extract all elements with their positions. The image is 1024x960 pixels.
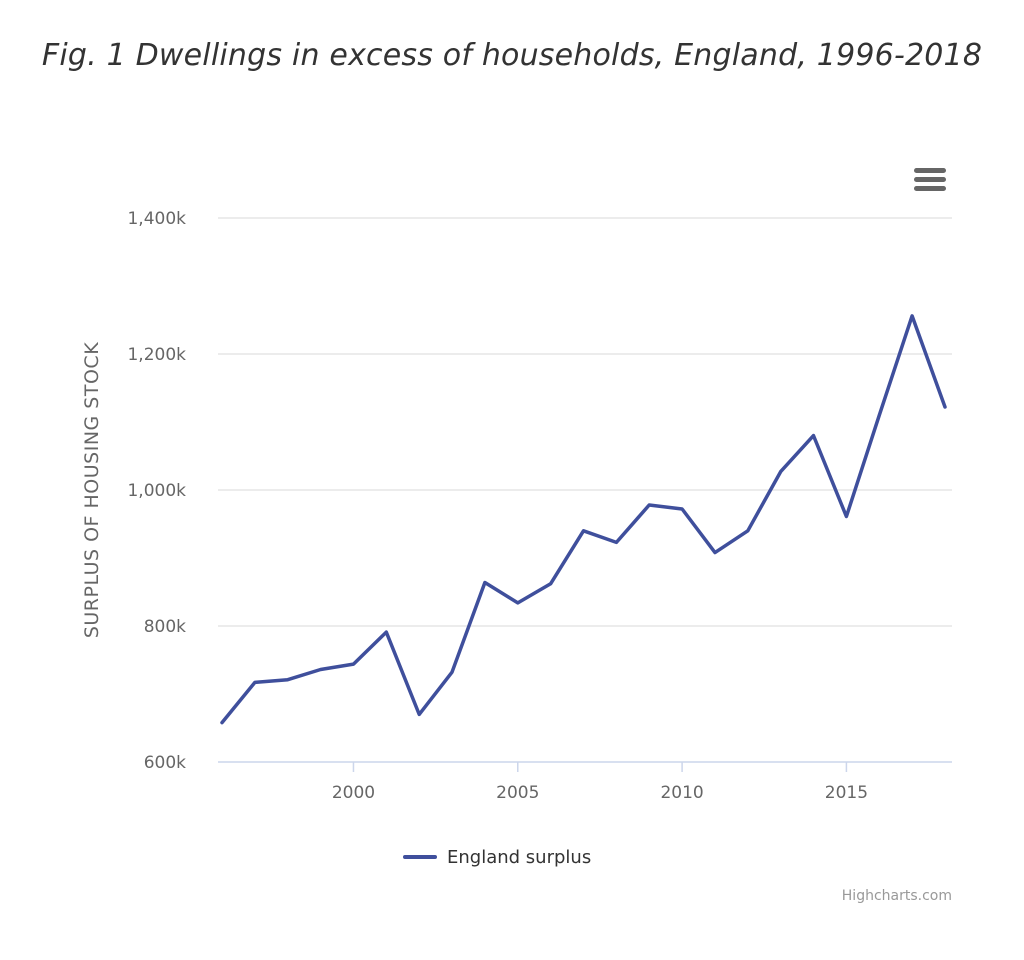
hamburger-menu-icon [914, 168, 946, 173]
y-tick-label: 1,200k [127, 345, 186, 365]
x-tick-label: 2000 [332, 783, 375, 803]
x-tick-label: 2015 [825, 783, 868, 803]
y-tick-label: 1,400k [127, 209, 186, 229]
x-tick-label: 2010 [660, 783, 703, 803]
y-tick-label: 1,000k [127, 481, 186, 501]
hamburger-menu-icon-bar [914, 186, 946, 191]
credits-link[interactable]: Highcharts.com [841, 888, 952, 904]
legend-item-england-surplus[interactable]: England surplus [403, 843, 591, 871]
chart-context-menu-button[interactable] [908, 164, 952, 196]
series-line-england-surplus [220, 314, 947, 725]
x-axis: 2000 2005 2010 2015 [218, 761, 952, 803]
x-tick-label: 2005 [496, 783, 539, 803]
legend-label: England surplus [447, 846, 592, 868]
gridlines [218, 217, 952, 627]
y-tick-label: 600k [144, 753, 186, 773]
hamburger-menu-icon-bar [914, 177, 946, 182]
y-axis: 600k 800k 1,000k 1,200k 1,400k [127, 209, 186, 773]
y-tick-label: 800k [144, 617, 186, 637]
legend-line-swatch [403, 855, 437, 859]
figure-title: Fig. 1 Dwellings in excess of households… [41, 38, 983, 73]
y-axis-title: SURPLUS OF HOUSING STOCK [81, 342, 103, 638]
series-layer [220, 314, 947, 725]
